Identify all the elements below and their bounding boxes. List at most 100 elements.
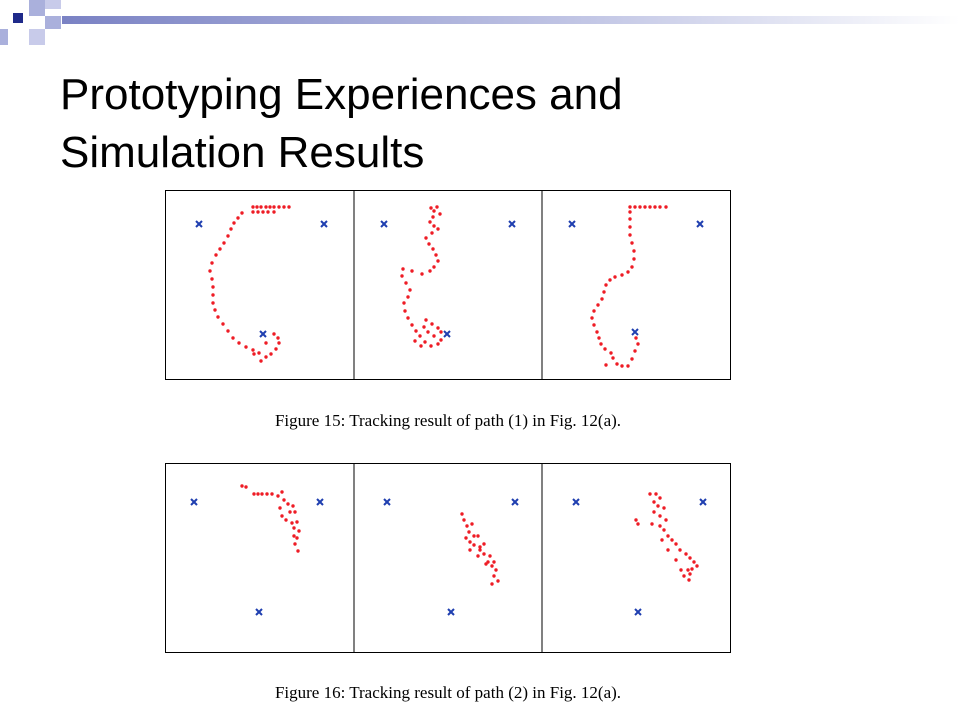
track-point	[427, 242, 431, 246]
track-point	[295, 536, 299, 540]
track-point	[214, 253, 218, 257]
track-point	[628, 217, 632, 221]
track-point	[277, 205, 281, 209]
track-point	[468, 540, 472, 544]
track-point	[428, 269, 432, 273]
track-point	[595, 330, 599, 334]
track-point	[494, 568, 498, 572]
track-point	[438, 212, 442, 216]
track-point	[472, 534, 476, 538]
track-point	[210, 261, 214, 265]
track-point	[260, 492, 264, 496]
track-point	[643, 205, 647, 209]
track-point	[686, 568, 690, 572]
deco-square	[29, 29, 45, 45]
track-point	[620, 273, 624, 277]
track-point	[226, 234, 230, 238]
track-point	[600, 297, 604, 301]
track-point	[288, 510, 292, 514]
beacon-marker	[699, 498, 707, 506]
figure-15	[165, 190, 731, 380]
track-point	[269, 352, 273, 356]
slide-title: Prototyping Experiences and Simulation R…	[60, 66, 920, 182]
track-point	[404, 281, 408, 285]
beacon-marker	[259, 330, 267, 338]
track-point	[424, 318, 428, 322]
track-point	[295, 520, 299, 524]
track-point	[426, 330, 430, 334]
track-point	[422, 325, 426, 329]
track-point	[432, 334, 436, 338]
track-point	[211, 301, 215, 305]
track-point	[660, 538, 664, 542]
track-point	[695, 564, 699, 568]
track-point	[599, 342, 603, 346]
track-point	[648, 205, 652, 209]
track-point	[613, 275, 617, 279]
track-point	[592, 323, 596, 327]
track-point	[439, 330, 443, 334]
deco-square-navy	[13, 13, 23, 23]
track-point	[284, 518, 288, 522]
track-point	[658, 524, 662, 528]
track-point	[435, 205, 439, 209]
track-point	[490, 564, 494, 568]
track-point	[264, 341, 268, 345]
beacon-marker	[443, 330, 451, 338]
track-point	[244, 345, 248, 349]
track-point	[431, 247, 435, 251]
track-point	[272, 205, 276, 209]
track-point	[429, 344, 433, 348]
track-point	[636, 342, 640, 346]
track-point	[264, 205, 268, 209]
track-point	[286, 502, 290, 506]
beacon-marker	[568, 220, 576, 228]
track-point	[226, 329, 230, 333]
track-point	[222, 241, 226, 245]
track-point	[626, 364, 630, 368]
track-point	[654, 492, 658, 496]
beacon-marker	[195, 220, 203, 228]
track-point	[692, 560, 696, 564]
beacon-marker	[634, 608, 642, 616]
track-point	[403, 309, 407, 313]
track-point	[674, 558, 678, 562]
track-point	[602, 290, 606, 294]
track-point	[653, 205, 657, 209]
track-point	[496, 579, 500, 583]
track-point	[690, 567, 694, 571]
track-point	[688, 556, 692, 560]
title-decoration	[0, 0, 960, 45]
track-point	[221, 322, 225, 326]
track-point	[664, 205, 668, 209]
slide-title-line2: Simulation Results	[60, 128, 425, 177]
track-point	[291, 504, 295, 508]
track-point	[211, 293, 215, 297]
track-point	[280, 490, 284, 494]
track-point	[290, 521, 294, 525]
slide-title-line1: Prototyping Experiences and	[60, 70, 623, 119]
track-point	[662, 528, 666, 532]
track-point	[423, 340, 427, 344]
track-point	[609, 351, 613, 355]
beacon-marker	[380, 220, 388, 228]
beacon-marker	[255, 608, 263, 616]
track-point	[488, 554, 492, 558]
track-point	[597, 336, 601, 340]
track-point	[482, 542, 486, 546]
track-point	[674, 542, 678, 546]
track-point	[436, 342, 440, 346]
beacon-marker	[447, 608, 455, 616]
track-point	[476, 554, 480, 558]
beacon-marker	[316, 498, 324, 506]
track-point	[432, 224, 436, 228]
beacon-marker	[320, 220, 328, 228]
track-point	[272, 210, 276, 214]
track-point	[648, 492, 652, 496]
track-point	[400, 274, 404, 278]
track-point	[652, 510, 656, 514]
track-point	[420, 272, 424, 276]
track-point	[436, 259, 440, 263]
track-point	[650, 522, 654, 526]
track-point	[229, 227, 233, 231]
